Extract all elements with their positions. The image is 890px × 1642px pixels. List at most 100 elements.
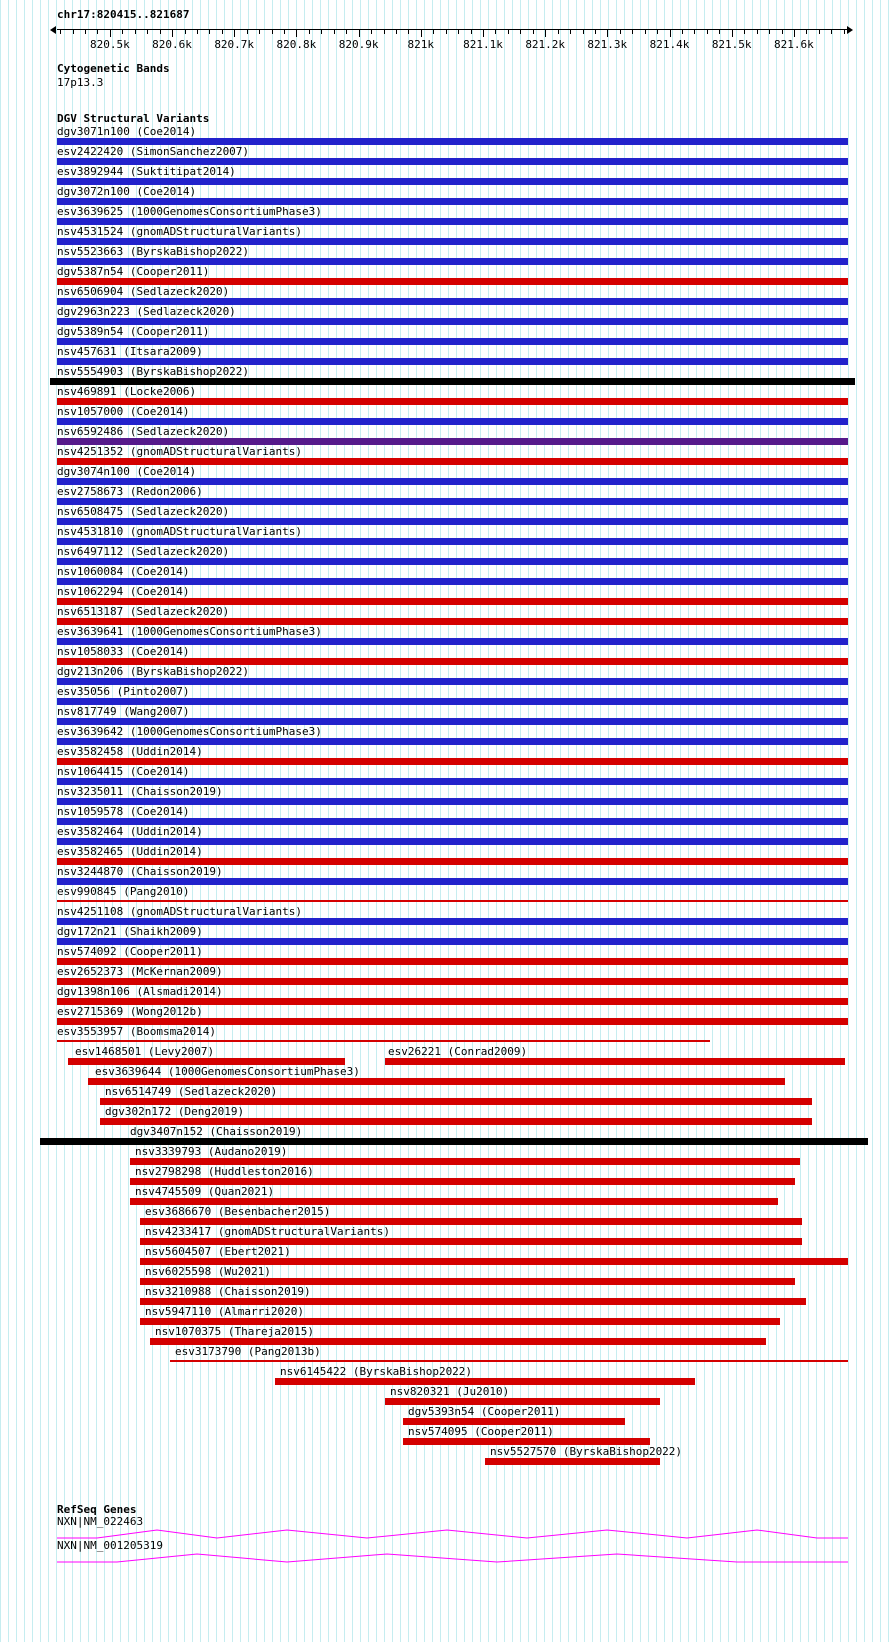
variant-label[interactable]: nsv6508475 (Sedlazeck2020): [57, 505, 230, 518]
variant-bar[interactable]: [403, 1418, 625, 1425]
variant-label[interactable]: esv3639641 (1000GenomesConsortiumPhase3): [57, 625, 322, 638]
variant-label[interactable]: esv3553957 (Boomsma2014): [57, 1025, 216, 1038]
variant-label[interactable]: nsv574095 (Cooper2011): [408, 1425, 554, 1438]
variant-label[interactable]: esv3582465 (Uddin2014): [57, 845, 203, 858]
variant-label[interactable]: dgv213n206 (ByrskaBishop2022): [57, 665, 250, 678]
gene-model[interactable]: [57, 1528, 848, 1540]
variant-label[interactable]: nsv820321 (Ju2010): [390, 1385, 510, 1398]
variant-label[interactable]: esv2422420 (SimonSanchez2007): [57, 145, 250, 158]
variant-bar[interactable]: [170, 1360, 848, 1362]
gene-label[interactable]: NXN|NM_022463: [57, 1515, 144, 1528]
gene-label[interactable]: NXN|NM_001205319: [57, 1539, 163, 1552]
variant-label[interactable]: nsv4251352 (gnomADStructuralVariants): [57, 445, 303, 458]
variant-label[interactable]: nsv5947110 (Almarri2020): [145, 1305, 304, 1318]
variant-bar[interactable]: [57, 518, 848, 525]
variant-label[interactable]: nsv457631 (Itsara2009): [57, 345, 203, 358]
variant-bar[interactable]: [57, 718, 848, 725]
variant-bar[interactable]: [57, 458, 848, 465]
variant-label[interactable]: nsv3235011 (Chaisson2019): [57, 785, 223, 798]
variant-label[interactable]: esv35056 (Pinto2007): [57, 685, 190, 698]
variant-bar[interactable]: [57, 298, 848, 305]
variant-bar[interactable]: [385, 1058, 845, 1065]
variant-bar[interactable]: [57, 798, 848, 805]
variant-label[interactable]: esv26221 (Conrad2009): [388, 1045, 528, 1058]
variant-bar[interactable]: [88, 1078, 785, 1085]
variant-label[interactable]: nsv6145422 (ByrskaBishop2022): [280, 1365, 473, 1378]
variant-bar[interactable]: [57, 558, 848, 565]
variant-label[interactable]: esv1468501 (Levy2007): [75, 1045, 215, 1058]
variant-bar[interactable]: [57, 1040, 710, 1042]
variant-bar[interactable]: [57, 1018, 848, 1025]
variant-label[interactable]: dgv5387n54 (Cooper2011): [57, 265, 210, 278]
variant-label[interactable]: nsv1070375 (Thareja2015): [155, 1325, 314, 1338]
variant-bar[interactable]: [57, 738, 848, 745]
variant-label[interactable]: nsv6514749 (Sedlazeck2020): [105, 1085, 278, 1098]
variant-label[interactable]: nsv1060084 (Coe2014): [57, 565, 190, 578]
variant-label[interactable]: nsv3339793 (Audano2019): [135, 1145, 288, 1158]
variant-label[interactable]: esv3639625 (1000GenomesConsortiumPhase3): [57, 205, 322, 218]
variant-label[interactable]: nsv1058033 (Coe2014): [57, 645, 190, 658]
variant-bar[interactable]: [57, 678, 848, 685]
variant-bar[interactable]: [57, 178, 848, 185]
variant-bar[interactable]: [57, 858, 848, 865]
variant-bar[interactable]: [57, 838, 848, 845]
variant-bar[interactable]: [403, 1438, 650, 1445]
variant-bar[interactable]: [57, 978, 848, 985]
variant-label[interactable]: dgv5389n54 (Cooper2011): [57, 325, 210, 338]
variant-label[interactable]: esv3892944 (Suktitipat2014): [57, 165, 236, 178]
variant-label[interactable]: nsv5604507 (Ebert2021): [145, 1245, 291, 1258]
variant-bar[interactable]: [57, 218, 848, 225]
variant-bar[interactable]: [57, 958, 848, 965]
variant-label[interactable]: esv990845 (Pang2010): [57, 885, 190, 898]
variant-bar[interactable]: [57, 438, 848, 445]
gene-model[interactable]: [57, 1552, 848, 1564]
variant-bar[interactable]: [57, 198, 848, 205]
variant-label[interactable]: nsv3244870 (Chaisson2019): [57, 865, 223, 878]
variant-label[interactable]: dgv172n21 (Shaikh2009): [57, 925, 203, 938]
variant-label[interactable]: nsv6592486 (Sedlazeck2020): [57, 425, 230, 438]
variant-label[interactable]: nsv4531524 (gnomADStructuralVariants): [57, 225, 303, 238]
variant-label[interactable]: nsv469891 (Locke2006): [57, 385, 197, 398]
variant-bar[interactable]: [57, 638, 848, 645]
variant-bar[interactable]: [57, 618, 848, 625]
variant-bar[interactable]: [57, 758, 848, 765]
variant-bar[interactable]: [57, 998, 848, 1005]
variant-bar[interactable]: [140, 1238, 802, 1245]
variant-label[interactable]: esv3686670 (Besenbacher2015): [145, 1205, 331, 1218]
variant-bar[interactable]: [50, 378, 855, 385]
variant-bar[interactable]: [57, 698, 848, 705]
variant-label[interactable]: esv2715369 (Wong2012b): [57, 1005, 203, 1018]
variant-label[interactable]: nsv817749 (Wang2007): [57, 705, 190, 718]
variant-bar[interactable]: [130, 1198, 778, 1205]
variant-label[interactable]: nsv6025598 (Wu2021): [145, 1265, 271, 1278]
variant-label[interactable]: esv2652373 (McKernan2009): [57, 965, 223, 978]
variant-label[interactable]: nsv6506904 (Sedlazeck2020): [57, 285, 230, 298]
variant-label[interactable]: nsv1059578 (Coe2014): [57, 805, 190, 818]
variant-label[interactable]: dgv3072n100 (Coe2014): [57, 185, 197, 198]
variant-label[interactable]: nsv4233417 (gnomADStructuralVariants): [145, 1225, 391, 1238]
variant-bar[interactable]: [57, 878, 848, 885]
variant-bar[interactable]: [57, 778, 848, 785]
variant-bar[interactable]: [100, 1098, 812, 1105]
variant-bar[interactable]: [57, 338, 848, 345]
variant-bar[interactable]: [57, 478, 848, 485]
variant-bar[interactable]: [57, 938, 848, 945]
variant-label[interactable]: nsv5527570 (ByrskaBishop2022): [490, 1445, 683, 1458]
variant-bar[interactable]: [57, 900, 848, 902]
variant-bar[interactable]: [68, 1058, 345, 1065]
variant-bar[interactable]: [57, 658, 848, 665]
variant-bar[interactable]: [140, 1258, 848, 1265]
variant-bar[interactable]: [57, 138, 848, 145]
variant-bar[interactable]: [57, 238, 848, 245]
variant-bar[interactable]: [140, 1318, 780, 1325]
variant-label[interactable]: esv3639644 (1000GenomesConsortiumPhase3): [95, 1065, 360, 1078]
variant-label[interactable]: nsv1057000 (Coe2014): [57, 405, 190, 418]
variant-bar[interactable]: [57, 398, 848, 405]
variant-bar[interactable]: [140, 1278, 795, 1285]
variant-bar[interactable]: [275, 1378, 695, 1385]
variant-bar[interactable]: [57, 578, 848, 585]
variant-label[interactable]: nsv4531810 (gnomADStructuralVariants): [57, 525, 303, 538]
variant-bar[interactable]: [385, 1398, 660, 1405]
variant-label[interactable]: nsv4745509 (Quan2021): [135, 1185, 275, 1198]
variant-label[interactable]: nsv1064415 (Coe2014): [57, 765, 190, 778]
